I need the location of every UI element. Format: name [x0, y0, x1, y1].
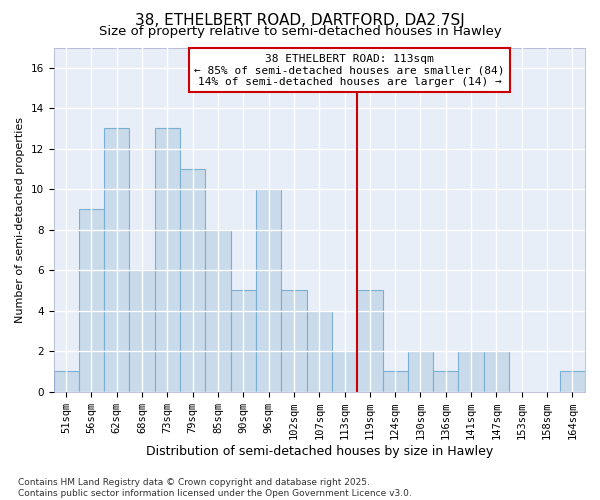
- Bar: [53, 372, 79, 392]
- Bar: [256, 189, 281, 392]
- X-axis label: Distribution of semi-detached houses by size in Hawley: Distribution of semi-detached houses by …: [146, 444, 493, 458]
- Bar: [180, 169, 205, 392]
- Bar: [357, 290, 383, 392]
- Bar: [130, 270, 155, 392]
- Y-axis label: Number of semi-detached properties: Number of semi-detached properties: [15, 116, 25, 322]
- Bar: [332, 351, 357, 392]
- Bar: [205, 230, 230, 392]
- Bar: [155, 128, 180, 392]
- Bar: [383, 372, 408, 392]
- Bar: [484, 351, 509, 392]
- Bar: [104, 128, 130, 392]
- Bar: [560, 372, 585, 392]
- Bar: [281, 290, 307, 392]
- Text: 38, ETHELBERT ROAD, DARTFORD, DA2 7SJ: 38, ETHELBERT ROAD, DARTFORD, DA2 7SJ: [135, 12, 465, 28]
- Text: Contains HM Land Registry data © Crown copyright and database right 2025.
Contai: Contains HM Land Registry data © Crown c…: [18, 478, 412, 498]
- Bar: [433, 372, 458, 392]
- Bar: [307, 310, 332, 392]
- Bar: [79, 210, 104, 392]
- Text: 38 ETHELBERT ROAD: 113sqm
← 85% of semi-detached houses are smaller (84)
14% of : 38 ETHELBERT ROAD: 113sqm ← 85% of semi-…: [194, 54, 505, 87]
- Bar: [458, 351, 484, 392]
- Text: Size of property relative to semi-detached houses in Hawley: Size of property relative to semi-detach…: [98, 25, 502, 38]
- Bar: [230, 290, 256, 392]
- Bar: [408, 351, 433, 392]
